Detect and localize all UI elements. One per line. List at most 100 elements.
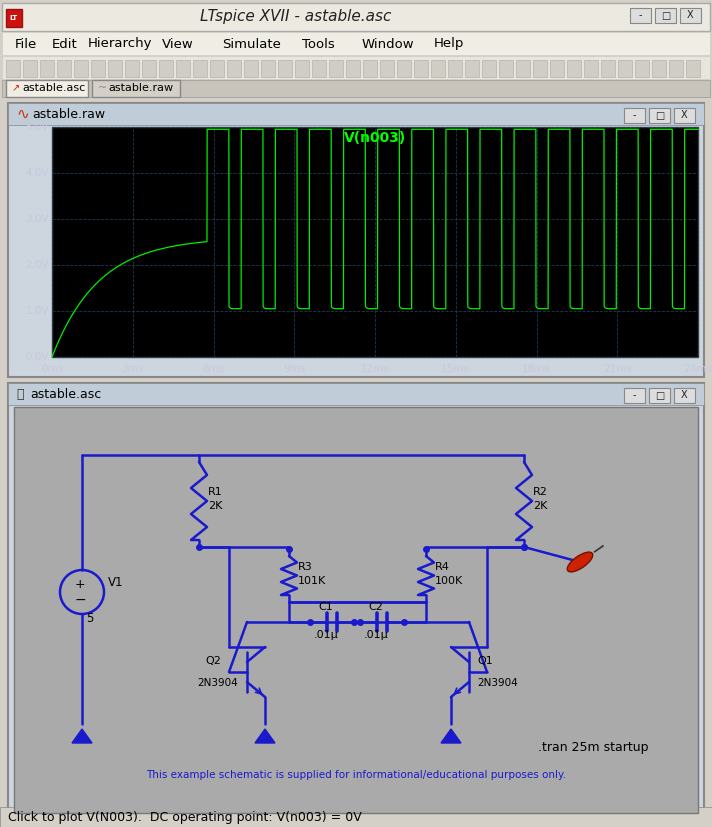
Bar — [2, 80, 710, 97]
Bar — [624, 108, 645, 123]
Text: R3: R3 — [298, 562, 313, 571]
Text: Help: Help — [434, 37, 464, 50]
Text: ⨉: ⨉ — [16, 388, 23, 400]
Text: 6ms: 6ms — [202, 364, 224, 374]
Bar — [2, 32, 710, 55]
Bar — [674, 108, 695, 123]
Text: Hierarchy: Hierarchy — [88, 37, 152, 50]
Bar — [550, 60, 564, 77]
Bar — [244, 60, 258, 77]
Text: 5.0V: 5.0V — [26, 122, 49, 132]
Text: R1: R1 — [208, 487, 223, 497]
Text: 18ms: 18ms — [522, 364, 551, 374]
Text: 2K: 2K — [533, 501, 548, 511]
Text: Window: Window — [362, 37, 414, 50]
Bar — [533, 60, 547, 77]
Text: astable.raw: astable.raw — [108, 83, 173, 93]
Text: R2: R2 — [533, 487, 548, 497]
Text: -: - — [639, 11, 642, 21]
Text: .tran 25m startup: .tran 25m startup — [538, 742, 648, 754]
Bar — [363, 60, 377, 77]
Bar — [159, 60, 173, 77]
Text: 15ms: 15ms — [441, 364, 470, 374]
Text: 2K: 2K — [208, 501, 222, 511]
Bar — [652, 60, 666, 77]
Text: astable.asc: astable.asc — [22, 83, 85, 93]
Bar — [624, 388, 645, 403]
Text: -: - — [633, 390, 637, 400]
Text: 12ms: 12ms — [360, 364, 389, 374]
Bar — [601, 60, 615, 77]
Bar — [6, 60, 20, 77]
Bar — [227, 60, 241, 77]
Text: 2N3904: 2N3904 — [477, 678, 518, 688]
Text: 21ms: 21ms — [603, 364, 632, 374]
Bar — [312, 60, 326, 77]
Bar — [686, 60, 700, 77]
Text: ∿: ∿ — [16, 107, 28, 122]
Text: .01µ: .01µ — [313, 630, 338, 640]
Text: 0.0V: 0.0V — [26, 352, 49, 362]
Bar — [669, 60, 683, 77]
Text: 5: 5 — [86, 612, 93, 625]
Bar — [567, 60, 581, 77]
Bar — [649, 388, 670, 403]
Bar — [108, 60, 122, 77]
Bar — [346, 60, 360, 77]
Bar — [482, 60, 496, 77]
Text: Q2: Q2 — [205, 656, 221, 666]
Text: 24ms: 24ms — [684, 364, 712, 374]
Text: astable.asc: astable.asc — [30, 388, 101, 400]
Bar — [649, 108, 670, 123]
Text: -: - — [633, 111, 637, 121]
Bar — [431, 60, 445, 77]
Bar — [499, 60, 513, 77]
Bar — [92, 80, 180, 97]
Circle shape — [60, 570, 104, 614]
Polygon shape — [255, 729, 275, 743]
Bar — [40, 60, 54, 77]
Text: This example schematic is supplied for informational/educational purposes only.: This example schematic is supplied for i… — [146, 770, 566, 780]
Bar — [14, 407, 698, 813]
Bar — [465, 60, 479, 77]
Text: astable.raw: astable.raw — [32, 108, 105, 121]
Bar — [397, 60, 411, 77]
Text: 0ms: 0ms — [41, 364, 63, 374]
Text: Edit: Edit — [52, 37, 78, 50]
Text: C2: C2 — [369, 602, 384, 612]
Bar — [193, 60, 207, 77]
Text: −: − — [74, 593, 86, 607]
Bar — [329, 60, 343, 77]
Bar — [680, 8, 701, 23]
Bar — [8, 383, 704, 405]
Bar — [91, 60, 105, 77]
Bar — [142, 60, 156, 77]
Text: View: View — [162, 37, 194, 50]
Text: □: □ — [655, 390, 664, 400]
Bar — [57, 60, 71, 77]
Bar — [261, 60, 275, 77]
Bar — [278, 60, 292, 77]
Text: 2.0V: 2.0V — [26, 260, 49, 270]
Text: 1.0V: 1.0V — [26, 306, 49, 316]
Text: R4: R4 — [435, 562, 450, 571]
Bar — [2, 56, 710, 79]
Text: 4.0V: 4.0V — [26, 168, 49, 178]
Bar — [0, 807, 712, 827]
Bar — [2, 3, 710, 31]
Text: ~: ~ — [98, 83, 108, 93]
Text: X: X — [681, 390, 688, 400]
Bar — [655, 8, 676, 23]
Polygon shape — [441, 729, 461, 743]
Bar — [6, 9, 22, 27]
Bar — [8, 103, 704, 125]
Bar — [295, 60, 309, 77]
Bar — [618, 60, 632, 77]
Text: 101K: 101K — [298, 576, 326, 586]
Text: □: □ — [655, 111, 664, 121]
Text: X: X — [681, 111, 688, 121]
Bar — [210, 60, 224, 77]
Text: Q1: Q1 — [477, 656, 493, 666]
Bar — [23, 60, 37, 77]
Text: +: + — [75, 579, 85, 591]
